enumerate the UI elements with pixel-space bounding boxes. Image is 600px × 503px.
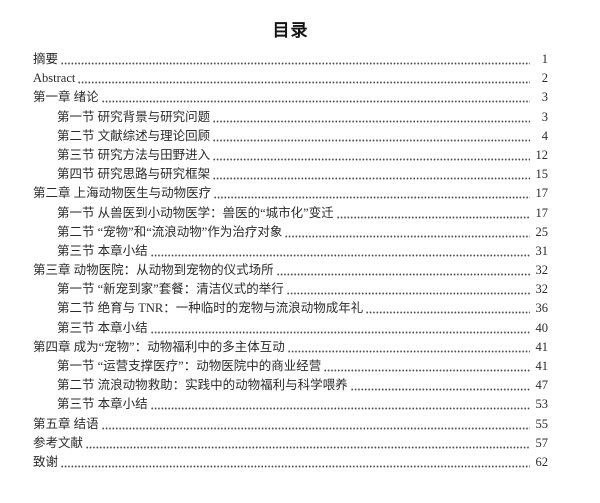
toc-entry-label: 第三节 研究方法与田野进入 — [57, 147, 211, 162]
toc-entry-label: 摘要 — [33, 52, 59, 66]
toc-list: 摘要 1 Abstract 2 第一章 绪论 3 第一节 研究背景与研究问题 3… — [33, 50, 548, 472]
toc-entry-page: 41 — [535, 339, 549, 354]
toc-entry-label: 第一节 “运营支撑医疗”：动物医院中的商业经营 — [57, 359, 322, 373]
toc-entry: 第二节 绝育与 TNR：一种临时的宠物与流浪动物成年礼 36 — [33, 299, 548, 318]
toc-entry-page: 31 — [535, 243, 549, 258]
toc-entry-page: 62 — [535, 454, 549, 469]
toc-entry: 第三节 本章小结 31 — [33, 242, 548, 261]
toc-entry-page: 3 — [541, 90, 548, 105]
toc-entry: 参考文献 57 — [33, 434, 548, 453]
dot-leader — [285, 233, 530, 239]
toc-entry-page: 41 — [535, 359, 549, 373]
toc-entry-page: 57 — [535, 435, 549, 450]
toc-entry-page: 36 — [535, 301, 549, 316]
dot-leader — [150, 329, 530, 335]
toc-entry-label: 第五章 结语 — [33, 416, 99, 431]
toc-entry-page: 17 — [535, 205, 549, 220]
toc-entry: 摘要 1 — [33, 50, 548, 69]
toc-entry-label: 第三节 本章小结 — [57, 397, 148, 412]
toc-entry: Abstract 2 — [33, 69, 548, 88]
toc-entry-page: 47 — [535, 378, 549, 393]
toc-entry-page: 25 — [535, 224, 549, 239]
toc-entry: 第三章 动物医院：从动物到宠物的仪式场所 32 — [33, 261, 548, 280]
toc-entry-label: 第一章 绪论 — [33, 90, 99, 105]
dot-leader — [150, 252, 530, 258]
toc-entry-page: 32 — [535, 263, 549, 278]
dot-leader — [214, 195, 530, 201]
toc-entry-label: 参考文献 — [33, 435, 84, 450]
dot-leader — [213, 176, 530, 182]
toc-entry: 第一节 从兽医到小动物医学：兽医的“城市化”变迁 17 — [33, 204, 548, 223]
toc-entry: 第三节 本章小结 53 — [33, 395, 548, 414]
toc-entry-label: 第三节 本章小结 — [57, 320, 148, 335]
toc-entry-label: 第三节 本章小结 — [57, 243, 148, 258]
toc-entry-label: 第四章 成为“宠物”：动物福利中的多主体互动 — [33, 339, 285, 354]
toc-entry: 第四章 成为“宠物”：动物福利中的多主体互动 41 — [33, 338, 548, 357]
dot-leader — [61, 61, 530, 66]
dot-leader — [213, 156, 530, 162]
toc-entry: 第五章 结语 55 — [33, 415, 548, 434]
toc-entry: 第二节 文献综述与理论回顾 4 — [33, 127, 548, 146]
toc-entry-page: 12 — [535, 147, 549, 162]
toc-entry-page: 32 — [535, 282, 549, 297]
toc-entry-page: 15 — [535, 167, 549, 182]
toc-entry: 第二节 “宠物”和“流浪动物”作为治疗对象 25 — [33, 223, 548, 242]
toc-entry-label: 第一节 从兽医到小动物医学：兽医的“城市化”变迁 — [57, 205, 334, 220]
dot-leader — [336, 214, 530, 220]
toc-entry-page: 3 — [541, 109, 548, 124]
toc-entry: 第二节 流浪动物救助：实践中的动物福利与科学喂养 47 — [33, 376, 548, 395]
toc-entry-label: 第二节 绝育与 TNR：一种临时的宠物与流浪动物成年礼 — [57, 301, 364, 316]
toc-entry-label: 第一节 “新宠到家”套餐：清洁仪式的举行 — [57, 282, 284, 297]
toc-entry-label: 致谢 — [33, 454, 59, 469]
toc-entry: 第四节 研究思路与研究框架 15 — [33, 165, 548, 184]
toc-entry-label: Abstract — [33, 71, 76, 86]
dot-leader — [213, 137, 530, 143]
toc-entry: 第二章 上海动物医生与动物医疗 17 — [33, 184, 548, 203]
toc-entry-label: 第三章 动物医院：从动物到宠物的仪式场所 — [33, 263, 274, 278]
dot-leader — [287, 348, 530, 354]
toc-entry-page: 1 — [541, 52, 548, 66]
toc-entry: 第一节 “新宠到家”套餐：清洁仪式的举行 32 — [33, 280, 548, 299]
toc-entry: 第一章 绪论 3 — [33, 88, 548, 107]
dot-leader — [286, 291, 530, 297]
dot-leader — [366, 310, 530, 316]
dot-leader — [78, 80, 530, 86]
toc-entry: 第一节 研究背景与研究问题 3 — [33, 108, 548, 127]
toc-entry-label: 第二章 上海动物医生与动物医疗 — [33, 186, 212, 201]
toc-entry-page: 53 — [535, 397, 549, 412]
toc-entry: 第三节 本章小结 40 — [33, 319, 548, 338]
dot-leader — [350, 387, 530, 393]
dot-leader — [213, 118, 530, 124]
dot-leader — [86, 444, 530, 450]
toc-entry-label: 第二节 流浪动物救助：实践中的动物福利与科学喂养 — [57, 378, 348, 393]
toc-entry-label: 第四节 研究思路与研究框架 — [57, 167, 211, 182]
toc-entry-label: 第一节 研究背景与研究问题 — [57, 109, 211, 124]
toc-entry-label: 第二节 文献综述与理论回顾 — [57, 128, 211, 143]
toc-entry: 致谢 62 — [33, 453, 548, 472]
toc-entry: 第三节 研究方法与田野进入 12 — [33, 146, 548, 165]
dot-leader — [101, 99, 530, 105]
dot-leader — [276, 272, 530, 278]
toc-entry-page: 55 — [535, 416, 549, 431]
toc-entry-page: 4 — [541, 128, 548, 143]
toc-entry-label: 第二节 “宠物”和“流浪动物”作为治疗对象 — [57, 224, 283, 239]
toc-entry-page: 2 — [541, 71, 548, 86]
dot-leader — [61, 463, 530, 469]
toc-entry-page: 17 — [535, 186, 549, 201]
toc-entry: 第一节 “运营支撑医疗”：动物医院中的商业经营 41 — [33, 357, 548, 376]
page-title: 目录 — [272, 21, 309, 40]
dot-leader — [101, 425, 530, 431]
toc-entry-page: 40 — [535, 320, 549, 335]
dot-leader — [150, 406, 530, 412]
dot-leader — [324, 368, 530, 373]
